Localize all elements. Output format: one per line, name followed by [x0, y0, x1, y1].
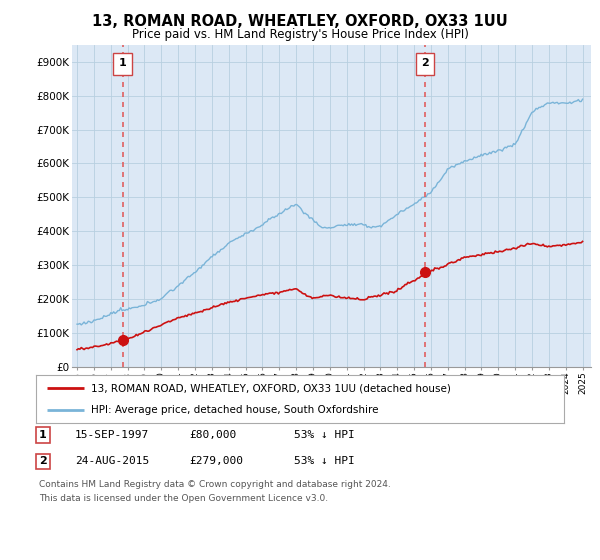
Text: 53% ↓ HPI: 53% ↓ HPI	[294, 456, 355, 466]
Text: Contains HM Land Registry data © Crown copyright and database right 2024.: Contains HM Land Registry data © Crown c…	[39, 480, 391, 489]
Text: HPI: Average price, detached house, South Oxfordshire: HPI: Average price, detached house, Sout…	[91, 405, 379, 415]
Text: This data is licensed under the Open Government Licence v3.0.: This data is licensed under the Open Gov…	[39, 494, 328, 503]
Text: 53% ↓ HPI: 53% ↓ HPI	[294, 430, 355, 440]
Text: 24-AUG-2015: 24-AUG-2015	[75, 456, 149, 466]
Text: £80,000: £80,000	[189, 430, 236, 440]
Text: 15-SEP-1997: 15-SEP-1997	[75, 430, 149, 440]
Text: £279,000: £279,000	[189, 456, 243, 466]
FancyBboxPatch shape	[416, 54, 434, 76]
Text: 1: 1	[39, 430, 47, 440]
Text: 1: 1	[119, 58, 127, 68]
Text: 13, ROMAN ROAD, WHEATLEY, OXFORD, OX33 1UU: 13, ROMAN ROAD, WHEATLEY, OXFORD, OX33 1…	[92, 14, 508, 29]
Text: 2: 2	[39, 456, 47, 466]
Text: 2: 2	[421, 58, 429, 68]
FancyBboxPatch shape	[113, 54, 132, 76]
Text: Price paid vs. HM Land Registry's House Price Index (HPI): Price paid vs. HM Land Registry's House …	[131, 28, 469, 41]
Text: 13, ROMAN ROAD, WHEATLEY, OXFORD, OX33 1UU (detached house): 13, ROMAN ROAD, WHEATLEY, OXFORD, OX33 1…	[91, 383, 451, 393]
